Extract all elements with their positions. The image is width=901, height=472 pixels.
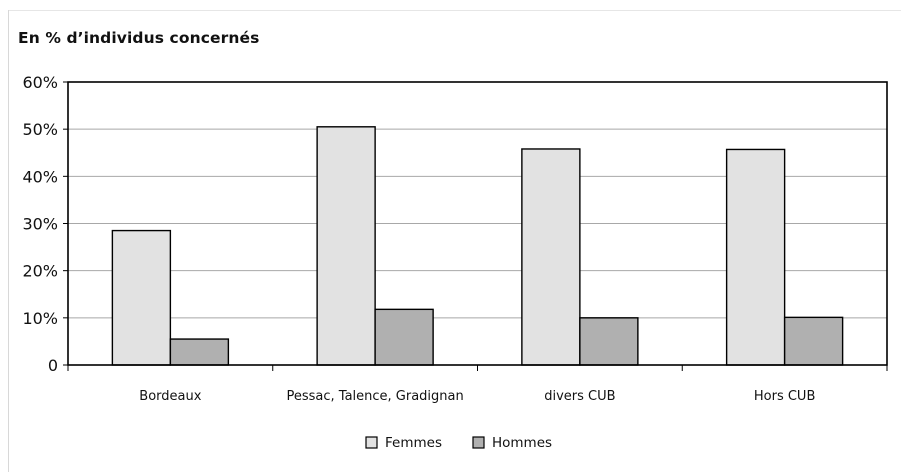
y-tick-label: 40%	[22, 167, 58, 186]
x-category-label: divers CUB	[544, 389, 615, 404]
bar-hommes	[783, 316, 844, 366]
y-tick-label: 50%	[22, 120, 58, 139]
y-tick-label: 10%	[22, 309, 58, 328]
legend-label-femmes: Femmes	[385, 435, 442, 451]
bars	[111, 126, 844, 366]
y-tick-label: 60%	[22, 73, 58, 92]
bar-hommes	[374, 308, 434, 366]
chart-title: En % d’individus concernés	[18, 29, 260, 47]
frame-top-border	[8, 10, 901, 11]
bar-femmes	[316, 126, 376, 366]
frame-left-border	[8, 10, 9, 472]
x-category-label: Hors CUB	[754, 389, 816, 404]
legend-swatch-hommes	[472, 436, 485, 449]
x-category-label: Bordeaux	[139, 389, 201, 404]
bar-femmes	[111, 229, 172, 366]
legend: Femmes Hommes	[365, 435, 552, 451]
x-category-label: Pessac, Talence, Gradignan	[286, 389, 463, 404]
axes	[63, 81, 888, 371]
bar-hommes	[169, 338, 230, 366]
y-tick-label: 0	[48, 356, 58, 375]
plot-frame	[67, 81, 888, 366]
legend-swatch-femmes	[365, 436, 378, 449]
bar-femmes	[521, 148, 581, 366]
legend-label-hommes: Hommes	[492, 435, 552, 451]
axis-labels: 0 10% 20% 30% 40% 50% 60% Bordeaux Pessac, Talen…	[22, 73, 815, 404]
bar-hommes	[579, 317, 639, 366]
y-tick-label: 30%	[22, 215, 58, 234]
y-tick-label: 20%	[22, 262, 58, 281]
bar-femmes	[725, 148, 786, 366]
